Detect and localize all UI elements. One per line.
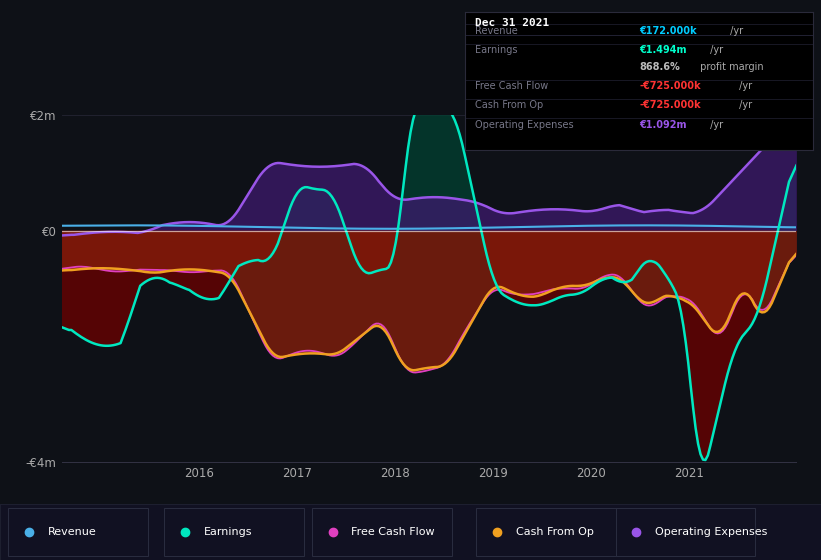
Text: Earnings: Earnings [204, 527, 252, 537]
Text: Operating Expenses: Operating Expenses [475, 120, 574, 130]
Text: /yr: /yr [736, 100, 753, 110]
Bar [164, 508, 304, 556]
Text: €172.000k: €172.000k [639, 26, 697, 36]
Text: Revenue: Revenue [475, 26, 518, 36]
Text: €1.494m: €1.494m [639, 45, 686, 55]
Bar [616, 508, 755, 556]
Bar [8, 508, 148, 556]
Bar [476, 508, 616, 556]
Text: Free Cash Flow: Free Cash Flow [475, 81, 548, 91]
Bar [312, 508, 452, 556]
Text: profit margin: profit margin [698, 62, 764, 72]
Text: /yr: /yr [707, 45, 723, 55]
Text: /yr: /yr [727, 26, 743, 36]
Text: Free Cash Flow: Free Cash Flow [351, 527, 435, 537]
Text: /yr: /yr [707, 120, 723, 130]
Text: Cash From Op: Cash From Op [516, 527, 594, 537]
Text: Dec 31 2021: Dec 31 2021 [475, 17, 550, 27]
Text: -€725.000k: -€725.000k [639, 100, 700, 110]
Text: -€725.000k: -€725.000k [639, 81, 700, 91]
Text: /yr: /yr [736, 81, 753, 91]
Text: Operating Expenses: Operating Expenses [655, 527, 768, 537]
Text: €1.092m: €1.092m [639, 120, 686, 130]
Text: 868.6%: 868.6% [639, 62, 680, 72]
Text: Earnings: Earnings [475, 45, 518, 55]
Text: Cash From Op: Cash From Op [475, 100, 544, 110]
Text: Revenue: Revenue [48, 527, 96, 537]
